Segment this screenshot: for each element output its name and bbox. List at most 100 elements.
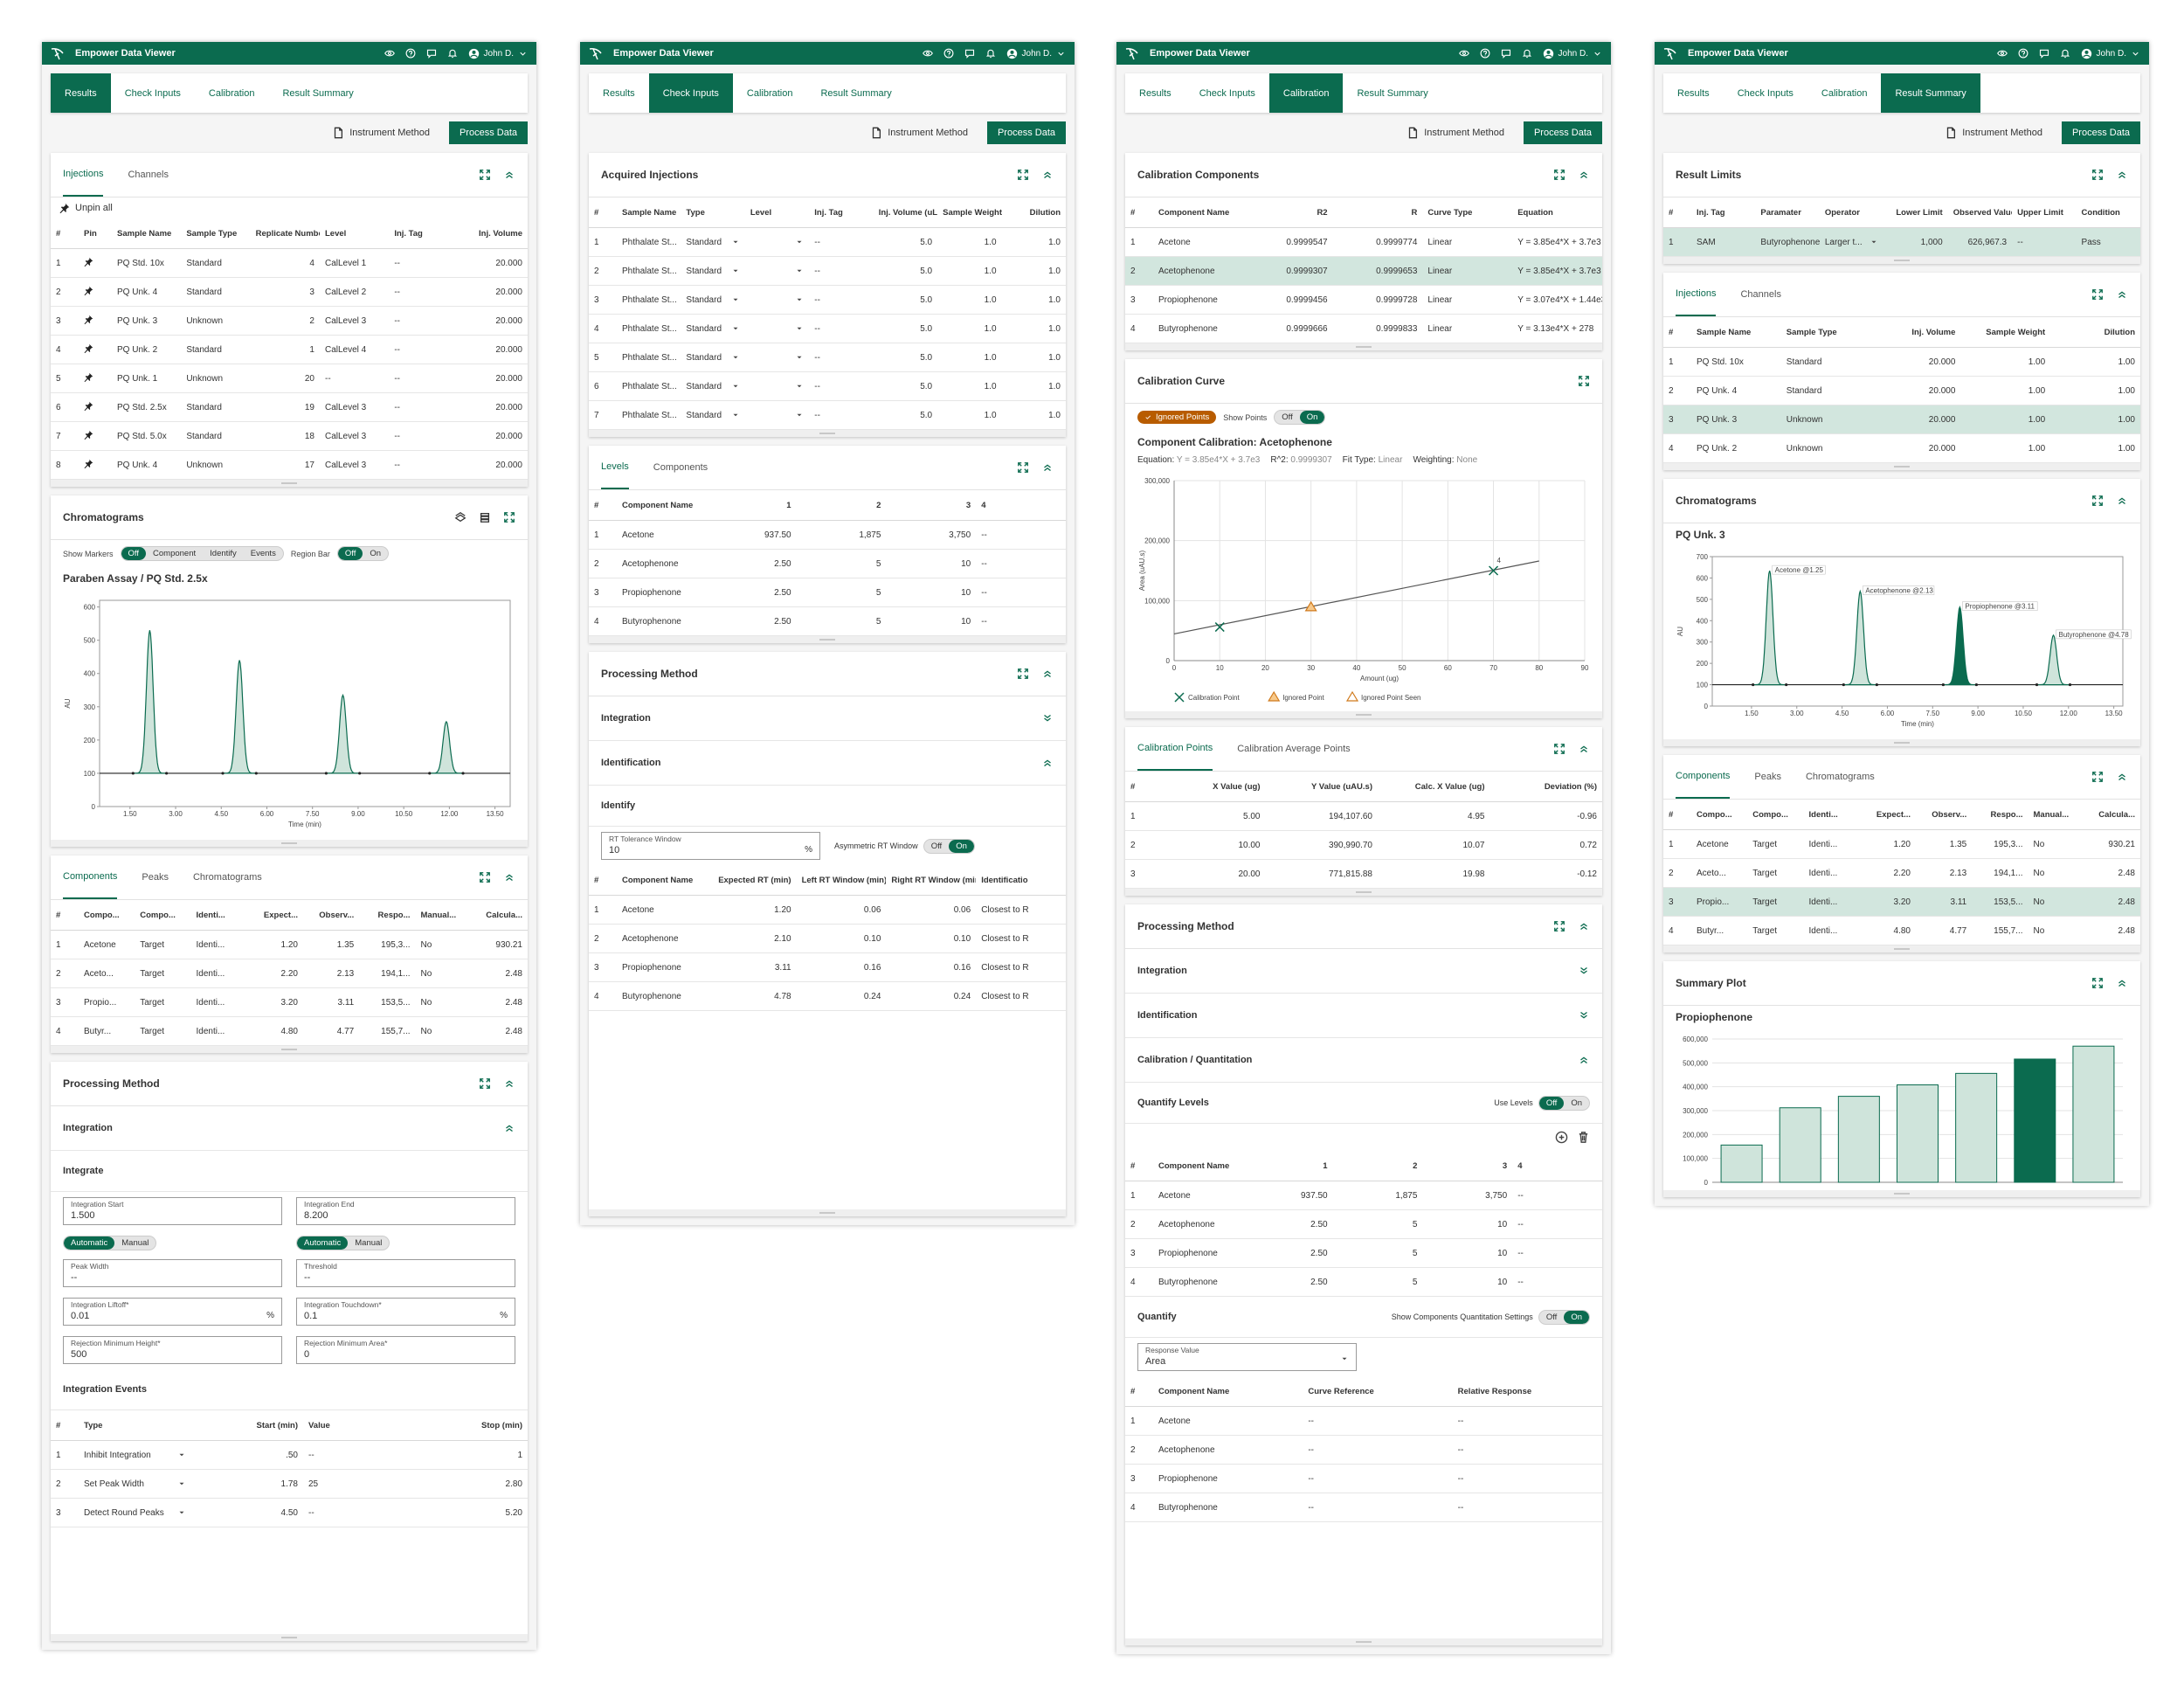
- user-menu[interactable]: John D.: [2081, 48, 2140, 59]
- down-icon[interactable]: [1041, 712, 1054, 724]
- collapse-icon[interactable]: [503, 169, 515, 181]
- main-tab[interactable]: Result Summary: [820, 87, 892, 99]
- table-row[interactable]: 3 Propio... Target Identi... 3.20 3.11 153,5..…: [1663, 887, 2140, 917]
- card-tab[interactable]: Injections: [1676, 273, 1717, 316]
- section-header[interactable]: Integration: [1125, 949, 1602, 994]
- main-tab[interactable]: Results: [1677, 87, 1710, 99]
- input-field[interactable]: Rejection Minimum Area* 0: [296, 1336, 515, 1364]
- dropdown[interactable]: Larger t...: [1825, 238, 1878, 247]
- main-tab[interactable]: Check Inputs: [648, 73, 733, 113]
- table-row[interactable]: 3 Propiophenone 3.11 0.16 0.16 Closest to R: [589, 952, 1066, 982]
- list-icon[interactable]: [479, 511, 491, 523]
- table-row[interactable]: 3 PQ Unk. 3 Unknown 2 CalLevel 3 -- 20.000: [51, 306, 528, 336]
- table-row[interactable]: 3 Propiophenone 2.50 5 10 --: [589, 578, 1066, 607]
- collapse-icon[interactable]: [503, 871, 515, 883]
- input-field[interactable]: Rejection Minimum Height* 500: [63, 1336, 282, 1364]
- table-row[interactable]: 3 PQ Unk. 3 Unknown 20.000 1.00 1.00: [1663, 405, 2140, 434]
- collapse-icon[interactable]: [2116, 771, 2128, 783]
- expand-icon[interactable]: [1017, 169, 1029, 181]
- card-tab[interactable]: Components: [653, 462, 708, 473]
- dropdown[interactable]: [750, 382, 804, 391]
- main-tab[interactable]: Check Inputs: [1199, 87, 1255, 99]
- table-row[interactable]: 8 PQ Unk. 4 Unknown 17 CalLevel 3 -- 20.000: [51, 450, 528, 480]
- process-data-button[interactable]: Process Data: [2061, 121, 2140, 144]
- table-row[interactable]: 1 Acetone -- --: [1125, 1406, 1602, 1436]
- collapse-icon[interactable]: [1041, 757, 1054, 769]
- dropdown[interactable]: Standard: [686, 238, 739, 247]
- main-tab[interactable]: Result Summary: [1881, 73, 1980, 113]
- table-row[interactable]: 4 Phthalate St... Standard -- 5.0 1.0 1.0: [589, 314, 1066, 343]
- table-row[interactable]: 3 Propiophenone 2.50 5 10 --: [1125, 1238, 1602, 1268]
- table-row[interactable]: 1 Phthalate St... Standard -- 5.0 1.0 1.0: [589, 227, 1066, 257]
- table-row[interactable]: 2 Set Peak Width 1.78 25 2.80: [51, 1469, 528, 1499]
- chat-icon[interactable]: [2039, 48, 2049, 59]
- table-row[interactable]: 4 PQ Unk. 2 Standard 1 CalLevel 4 -- 20.000: [51, 335, 528, 364]
- card-tab[interactable]: Channels: [128, 170, 169, 180]
- dropdown[interactable]: Standard: [686, 353, 739, 363]
- table-row[interactable]: 1 Acetone 937.50 1,875 3,750 --: [589, 520, 1066, 550]
- instrument-method-button[interactable]: Instrument Method: [1945, 127, 2042, 139]
- expand-icon[interactable]: [1553, 920, 1565, 932]
- table-row[interactable]: 3 Phthalate St... Standard -- 5.0 1.0 1.0: [589, 285, 1066, 315]
- user-menu[interactable]: John D.: [1006, 48, 1066, 59]
- collapse-icon[interactable]: [2116, 169, 2128, 181]
- toggle-option[interactable]: Automatic: [297, 1236, 349, 1250]
- card-tab[interactable]: Chromatograms: [192, 872, 262, 883]
- toggle-option[interactable]: Off: [1538, 1096, 1565, 1110]
- dropdown[interactable]: [750, 295, 804, 304]
- bell-icon[interactable]: [1522, 48, 1532, 59]
- bell-icon[interactable]: [985, 48, 996, 59]
- toggle-option[interactable]: Identify: [210, 549, 237, 558]
- table-row[interactable]: 1 5.00 194,107.60 4.95 -0.96: [1125, 801, 1602, 831]
- dropdown[interactable]: Standard: [686, 324, 739, 334]
- collapse-icon[interactable]: [1041, 668, 1054, 680]
- chat-icon[interactable]: [426, 48, 437, 59]
- table-row[interactable]: 1 Inhibit Integration .50 -- 1: [51, 1440, 528, 1470]
- instrument-method-button[interactable]: Instrument Method: [332, 127, 430, 139]
- collapse-icon[interactable]: [503, 1077, 515, 1090]
- expand-icon[interactable]: [2091, 771, 2104, 783]
- table-row[interactable]: 1 PQ Std. 10x Standard 4 CalLevel 1 -- 20.000: [51, 248, 528, 278]
- unpin-button[interactable]: Unpin all: [51, 197, 528, 218]
- toggle-option[interactable]: On: [1571, 1098, 1582, 1108]
- table-row[interactable]: 1 PQ Std. 10x Standard 20.000 1.00 1.00: [1663, 347, 2140, 377]
- input-field[interactable]: Integration Start 1.500: [63, 1197, 282, 1225]
- dropdown[interactable]: Standard: [686, 411, 739, 420]
- card-tab[interactable]: Injections: [63, 153, 104, 197]
- section-header[interactable]: Integration: [589, 696, 1066, 741]
- process-data-button[interactable]: Process Data: [1523, 121, 1602, 144]
- table-row[interactable]: 4 Butyrophenone 4.78 0.24 0.24 Closest to R: [589, 981, 1066, 1011]
- table-row[interactable]: 1 Acetone 1.20 0.06 0.06 Closest to R: [589, 895, 1066, 925]
- input-field[interactable]: RT Tolerance Window 10%: [601, 832, 820, 860]
- expand-icon[interactable]: [2091, 977, 2104, 989]
- section-header[interactable]: Integration: [51, 1106, 528, 1151]
- table-row[interactable]: 2 10.00 390,990.70 10.07 0.72: [1125, 830, 1602, 860]
- table-row[interactable]: 4 Butyrophenone 0.9999666 0.9999833 Linear Y …: [1125, 314, 1602, 343]
- toggle-option[interactable]: Events: [250, 549, 276, 558]
- user-menu[interactable]: John D.: [1543, 48, 1602, 59]
- table-row[interactable]: 4 Butyrophenone 2.50 5 10 --: [1125, 1267, 1602, 1297]
- table-row[interactable]: 4 Butyr... Target Identi... 4.80 4.77 155,7...…: [1663, 916, 2140, 945]
- eye-icon[interactable]: [922, 48, 933, 59]
- toggle-option[interactable]: Off: [930, 841, 943, 851]
- toggle-option[interactable]: On: [1299, 411, 1325, 424]
- expand-icon[interactable]: [1553, 169, 1565, 181]
- table-row[interactable]: 1 Acetone Target Identi... 1.20 1.35 195,3... N…: [51, 930, 528, 959]
- collapse-icon[interactable]: [1578, 1054, 1590, 1066]
- table-row[interactable]: 2 Acetophenone 0.9999307 0.9999653 Linear Y =…: [1125, 256, 1602, 286]
- expand-icon[interactable]: [2091, 495, 2104, 507]
- toggle-option[interactable]: On: [370, 549, 382, 558]
- toggle-option[interactable]: Component: [153, 549, 197, 558]
- card-tab[interactable]: Calibration Points: [1137, 727, 1213, 771]
- input-field[interactable]: Integration Touchdown* 0.1%: [296, 1298, 515, 1326]
- table-row[interactable]: 2 Acetophenone -- --: [1125, 1435, 1602, 1465]
- main-tab[interactable]: Calibration: [208, 87, 255, 99]
- table-row[interactable]: 3 Propio... Target Identi... 3.20 3.11 153,5..…: [51, 987, 528, 1017]
- instrument-method-button[interactable]: Instrument Method: [1406, 127, 1504, 139]
- table-row[interactable]: 1 Acetone Target Identi... 1.20 1.35 195,3... N…: [1663, 829, 2140, 859]
- expand-icon[interactable]: [2091, 288, 2104, 301]
- layers-icon[interactable]: [454, 511, 467, 523]
- section-header[interactable]: Calibration / Quantitation: [1125, 1038, 1602, 1083]
- table-row[interactable]: 5 Phthalate St... Standard -- 5.0 1.0 1.0: [589, 343, 1066, 372]
- table-row[interactable]: 4 PQ Unk. 2 Unknown 20.000 1.00 1.00: [1663, 433, 2140, 463]
